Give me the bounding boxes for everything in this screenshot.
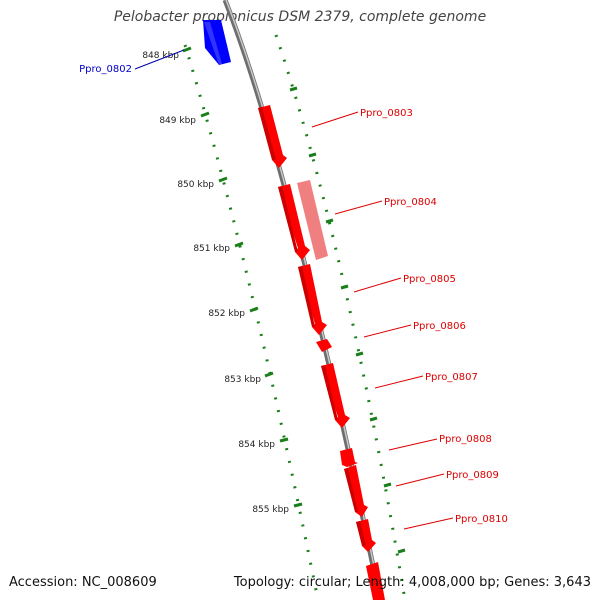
outer-ruler-ticks <box>289 86 406 554</box>
gene-label[interactable]: Ppro_0810 <box>455 514 508 525</box>
gene-ppro-0802[interactable] <box>203 20 231 65</box>
gene-partial-bottom[interactable] <box>366 562 385 600</box>
gene-label[interactable]: Ppro_0806 <box>413 321 466 332</box>
gene-ppro-0806[interactable] <box>316 339 332 352</box>
kbp-label: 851 kbp <box>193 244 230 254</box>
kbp-tick-853: 853 kbp <box>224 371 274 385</box>
kbp-tick-850: 850 kbp <box>177 176 228 190</box>
gene-ppro-0803[interactable] <box>258 105 287 168</box>
gene-ppro-0809[interactable] <box>344 465 368 517</box>
gene-label[interactable]: Ppro_0802 <box>79 64 132 75</box>
kbp-label: 852 kbp <box>208 309 245 319</box>
kbp-label: 848 kbp <box>142 51 179 61</box>
kbp-label: 854 kbp <box>238 440 275 450</box>
gene-label[interactable]: Ppro_0804 <box>384 197 437 208</box>
gene-label[interactable]: Ppro_0808 <box>439 434 492 445</box>
kbp-tick-854: 854 kbp <box>238 437 289 450</box>
kbp-label: 849 kbp <box>159 116 196 126</box>
gene-ppro-0807[interactable] <box>321 363 350 428</box>
gene-label[interactable]: Ppro_0807 <box>425 372 478 383</box>
kbp-tick-849: 849 kbp <box>159 111 210 126</box>
kbp-tick-852: 852 kbp <box>208 306 259 319</box>
kbp-label: 850 kbp <box>177 180 214 190</box>
gene-label[interactable]: Ppro_0803 <box>360 108 413 119</box>
kbp-label: 853 kbp <box>224 375 261 385</box>
gene-ppro-0804[interactable] <box>278 184 310 260</box>
accession-text: Accession: NC_008609 <box>9 575 157 590</box>
kbp-tick-851: 851 kbp <box>193 241 244 254</box>
gene-ppro-0804-faded[interactable] <box>297 180 328 260</box>
leader-lines <box>134 49 454 530</box>
gene-ppro-0805[interactable] <box>298 264 327 335</box>
gene-label[interactable]: Ppro_0805 <box>403 274 456 285</box>
kbp-label: 855 kbp <box>252 505 289 515</box>
gene-ppro-0810[interactable] <box>356 519 376 552</box>
kbp-ruler-outer <box>274 34 407 600</box>
gene-label[interactable]: Ppro_0809 <box>446 470 499 481</box>
genome-summary-text: Topology: circular; Length: 4,008,000 bp… <box>233 575 591 590</box>
kbp-tick-855: 855 kbp <box>252 502 303 515</box>
gene-ppro-0808[interactable] <box>340 448 358 467</box>
kbp-tick-848: 848 kbp <box>142 46 192 61</box>
kbp-ruler-inner <box>183 44 320 600</box>
